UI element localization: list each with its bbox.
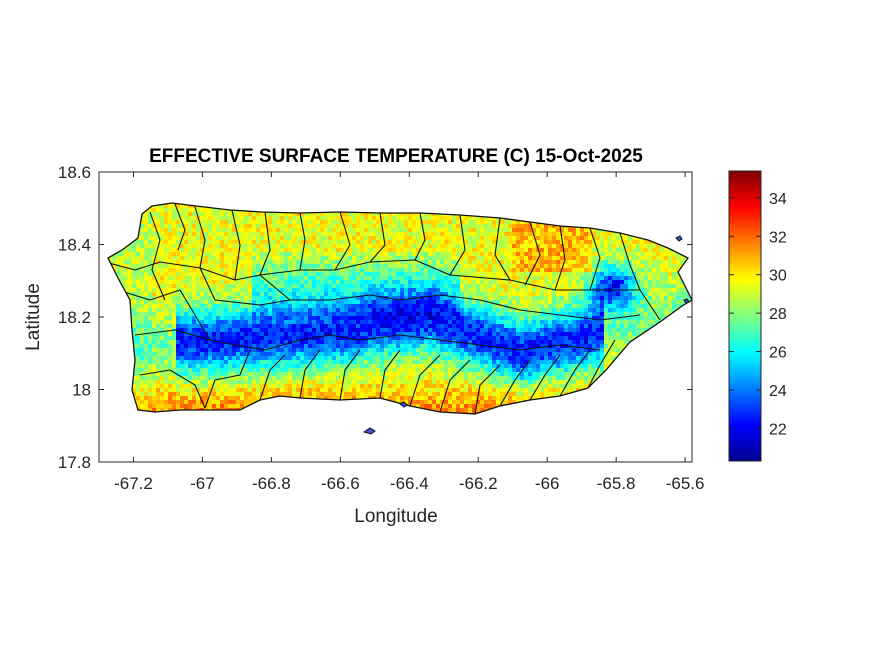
municipality-borders [108, 203, 661, 414]
x-tick-label: -66.2 [459, 474, 498, 493]
x-axis-label: Longitude [354, 506, 437, 527]
colorbar: 22 24 26 28 30 32 34 [728, 170, 787, 462]
x-tick-label: -65.6 [666, 474, 705, 493]
y-axis-label: Latitude [23, 283, 44, 351]
colorbar-tick-label: 28 [769, 306, 787, 323]
chart-title: EFFECTIVE SURFACE TEMPERATURE (C) 15-Oct… [149, 146, 643, 167]
y-tick-label: 18 [72, 381, 91, 400]
y-axis: 17.8 18 18.2 18.4 18.6 [58, 163, 692, 472]
colorbar-gradient [728, 170, 762, 462]
colorbar-tick-label: 26 [769, 345, 787, 362]
y-tick-label: 18.4 [58, 236, 91, 255]
small-islets [362, 235, 690, 435]
colorbar-tick-label: 34 [769, 191, 787, 208]
y-tick-label: 17.8 [58, 453, 91, 472]
x-tick-label: -66.6 [321, 474, 360, 493]
colorbar-tick-label: 32 [769, 229, 787, 246]
x-tick-label: -66 [535, 474, 560, 493]
colorbar-tick-label: 30 [769, 268, 787, 285]
colorbar-tick-label: 22 [769, 421, 787, 438]
x-tick-label: -65.8 [597, 474, 636, 493]
x-axis: -67.2 -67 -66.8 -66.6 -66.4 -66.2 -66 -65.8 -65.… [114, 172, 704, 493]
x-tick-label: -66.8 [252, 474, 291, 493]
x-tick-label: -67.2 [114, 474, 153, 493]
y-tick-label: 18.2 [58, 308, 91, 327]
x-tick-label: -66.4 [390, 474, 429, 493]
colorbar-tick-label: 24 [769, 383, 787, 400]
colorbar-ticks: 22 24 26 28 30 32 34 [729, 191, 787, 438]
y-tick-label: 18.6 [58, 163, 91, 182]
plot-axes: -67.2 -67 -66.8 -66.6 -66.4 -66.2 -66 -65.8 -65.… [58, 163, 705, 493]
x-tick-label: -67 [190, 474, 215, 493]
